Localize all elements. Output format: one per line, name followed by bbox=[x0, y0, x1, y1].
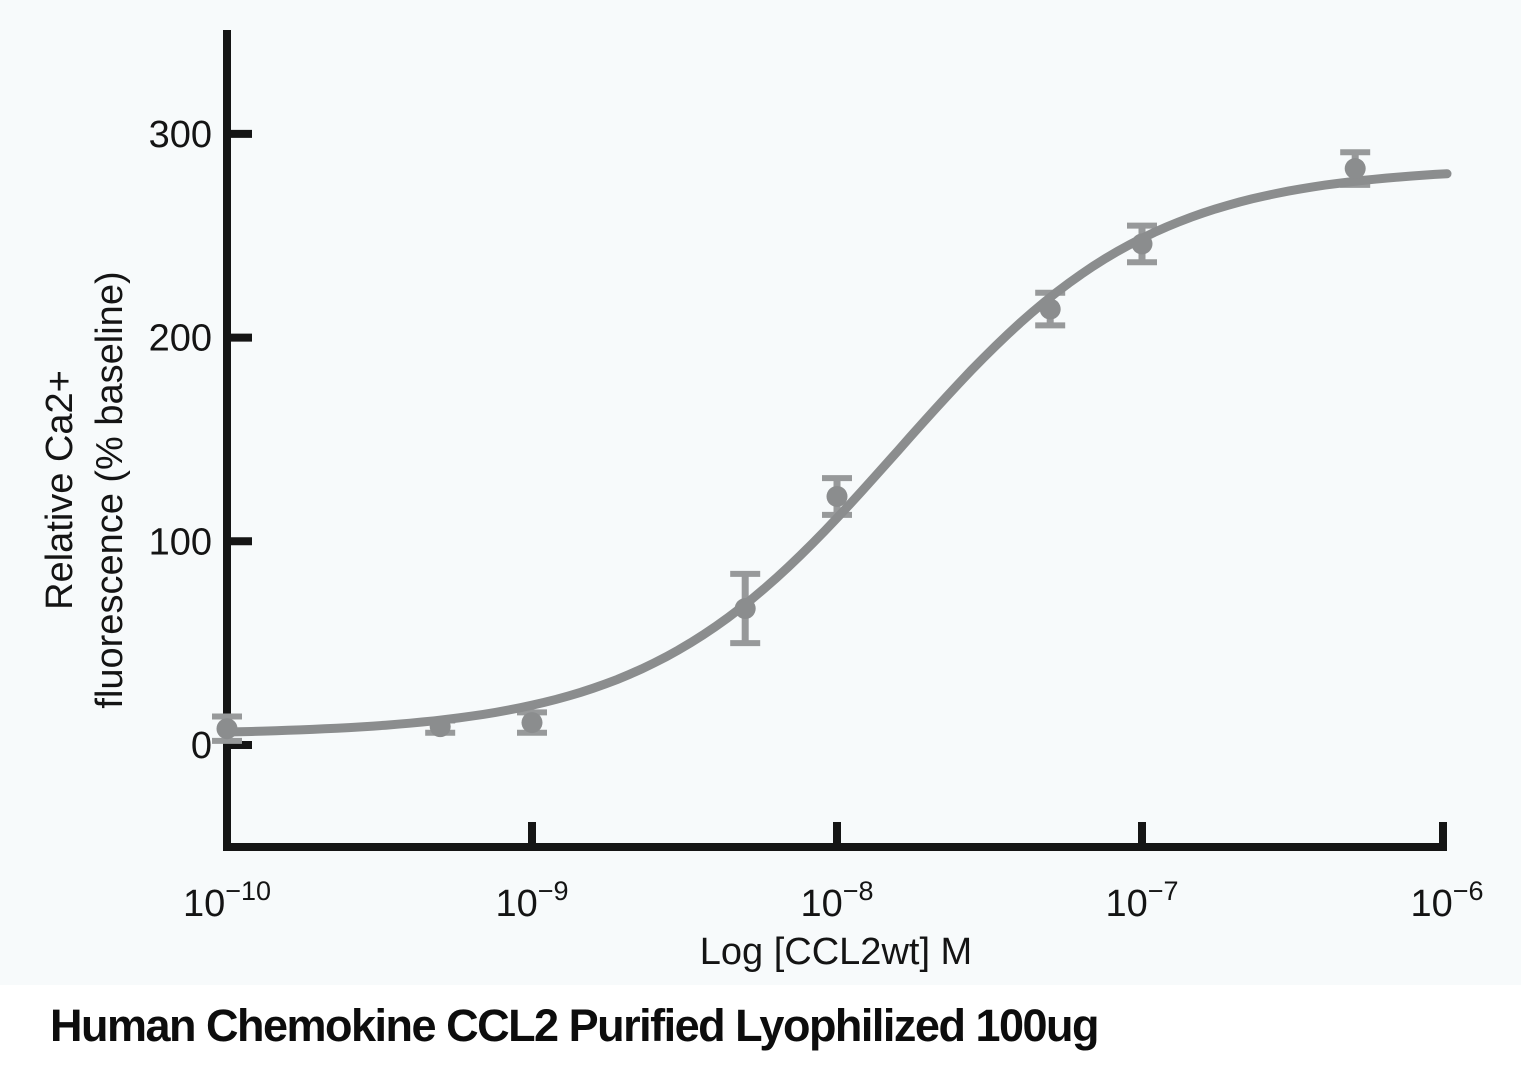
y-tick-label: 0 bbox=[191, 725, 212, 767]
y-axis-title-line1: Relative Ca2+ bbox=[39, 370, 81, 610]
dose-response-plot: 0 100 200 300 10−10 10−9 10−8 10−7 10−6 bbox=[149, 30, 1484, 925]
x-tick-label: 10−8 bbox=[800, 876, 873, 925]
data-point bbox=[1131, 233, 1153, 255]
fit-curve bbox=[222, 169, 1452, 737]
x-tick-label: 10−7 bbox=[1105, 876, 1178, 925]
data-point bbox=[734, 598, 756, 620]
x-tick-label: 10−10 bbox=[183, 876, 271, 925]
product-title: Human Chemokine CCL2 Purified Lyophilize… bbox=[50, 1000, 1100, 1051]
data-point bbox=[429, 716, 451, 738]
data-point bbox=[1039, 298, 1061, 320]
chart-panel: 0 100 200 300 10−10 10−9 10−8 10−7 10−6 Relative… bbox=[35, 30, 1484, 973]
y-axis-title-line2: fluorescence (% baseline) bbox=[89, 271, 131, 709]
data-point bbox=[1344, 158, 1366, 180]
y-axis-title: Relative Ca2+ fluorescence (% baseline) bbox=[35, 271, 135, 708]
x-tick-label: 10−9 bbox=[495, 876, 568, 925]
y-tick-label: 300 bbox=[149, 114, 212, 156]
y-tick-label: 100 bbox=[149, 521, 212, 563]
data-point bbox=[216, 718, 238, 740]
data-point bbox=[521, 712, 543, 734]
y-tick-label: 200 bbox=[149, 318, 212, 360]
data-point bbox=[826, 485, 848, 507]
x-tick-label: 10−6 bbox=[1410, 876, 1483, 925]
x-axis-title: Log [CCL2wt] M bbox=[699, 931, 973, 973]
